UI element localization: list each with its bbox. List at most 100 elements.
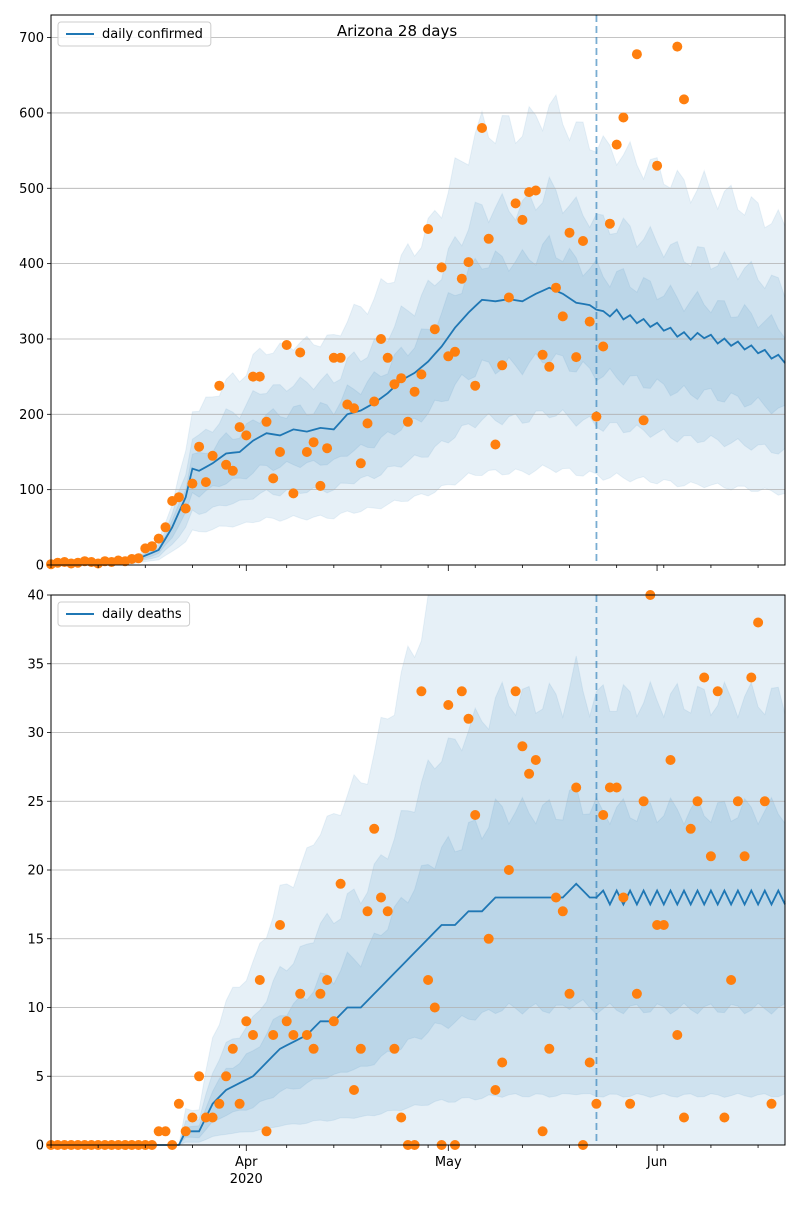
confirmed-observed-point (470, 380, 481, 391)
deaths-observed-point (322, 975, 333, 985)
deaths-observed-point (692, 796, 703, 807)
confirmed-observed-point (557, 311, 568, 322)
deaths-observed-point (173, 1098, 184, 1109)
confirmed-observed-point (153, 533, 164, 544)
deaths-observed-point (503, 865, 514, 875)
x-tick-sublabel: 2020 (230, 1172, 263, 1187)
deaths-observed-point (234, 1098, 245, 1109)
deaths-observed-point (658, 920, 669, 930)
confirmed-observed-point (456, 273, 467, 284)
confirmed-observed-point (396, 373, 407, 384)
deaths-observed-point (726, 975, 737, 985)
confirmed-observed-point (173, 492, 184, 503)
confirmed-observed-point (389, 379, 400, 390)
deaths-observed-point (672, 1030, 683, 1040)
deaths-observed-point (611, 782, 622, 793)
confirmed-observed-point (221, 459, 232, 470)
confirmed-observed-point (234, 422, 245, 433)
deaths-y-tick-label: 20 (27, 864, 44, 879)
x-tick-label: Jun (646, 1155, 667, 1170)
deaths-observed-point (349, 1085, 359, 1095)
confirmed-observed-point (227, 465, 238, 476)
deaths-observed-point (719, 1112, 730, 1123)
deaths-y-ticks: 0 5 10 15 20 25 30 35 40 (27, 589, 51, 1154)
deaths-observed-point (281, 1016, 292, 1027)
deaths-observed-point (759, 796, 770, 807)
confirmed-observed-point (335, 352, 346, 363)
deaths-observed-point (456, 686, 467, 697)
deaths-observed-point (665, 755, 676, 765)
deaths-observed-point (739, 851, 750, 862)
deaths-observed-point (254, 975, 265, 985)
confirmed-observed-point (416, 369, 427, 380)
deaths-observed-point (584, 1057, 595, 1068)
deaths-y-tick-label: 25 (27, 795, 44, 810)
confirmed-observed-point (530, 185, 541, 196)
deaths-observed-point (712, 686, 723, 697)
confirmed-observed-point (382, 352, 393, 363)
confirmed-observed-point (322, 443, 333, 454)
deaths-y-tick-label: 35 (27, 657, 44, 672)
deaths-observed-point (685, 823, 696, 834)
confirmed-observed-point (369, 396, 380, 407)
deaths-observed-point (261, 1126, 272, 1137)
deaths-observed-point (180, 1126, 191, 1137)
deaths-observed-point (248, 1030, 258, 1040)
confirmed-y-ticks: 0 100 200 300 400 500 600 700 (19, 31, 51, 574)
confirmed-observed-point (618, 112, 629, 123)
deaths-observed-point (591, 1098, 602, 1109)
confirmed-legend-label: daily confirmed (102, 27, 203, 42)
confirmed-observed-point (200, 477, 211, 488)
deaths-observed-point (194, 1071, 205, 1082)
confirmed-observed-point (409, 386, 420, 397)
confirmed-x-ticks (50, 565, 759, 571)
deaths-observed-point (362, 906, 373, 917)
deaths-observed-point (766, 1098, 777, 1109)
deaths-observed-point (423, 975, 434, 985)
confirmed-observed-point (349, 403, 359, 414)
confirmed-y-tick-label: 0 (36, 559, 44, 574)
x-tick-label: Apr (235, 1155, 258, 1170)
confirmed-observed-point (564, 227, 575, 238)
confirmed-observed-point (571, 352, 582, 363)
confirmed-observed-point (308, 437, 319, 448)
confirmed-observed-point (598, 341, 609, 352)
deaths-observed-point (315, 988, 326, 999)
deaths-observed-point (524, 768, 535, 779)
deaths-y-tick-label: 5 (36, 1070, 44, 1085)
deaths-x-ticks: Apr 2020 May Jun (50, 1145, 759, 1187)
deaths-observed-point (396, 1112, 407, 1123)
confirmed-observed-point (187, 478, 198, 489)
deaths-observed-point (275, 920, 285, 930)
deaths-observed-point (463, 713, 474, 724)
confirmed-y-tick-label: 300 (19, 332, 44, 347)
confirmed-observed-point (376, 334, 386, 344)
confirmed-observed-point (537, 349, 548, 360)
confirmed-legend: daily confirmed (57, 21, 212, 47)
deaths-observed-point (470, 810, 481, 820)
confirmed-y-tick-label: 500 (19, 182, 44, 197)
deaths-observed-point (443, 700, 454, 710)
confirmed-observed-point (631, 49, 642, 60)
confirmed-observed-point (402, 416, 413, 427)
deaths-observed-point (328, 1016, 339, 1027)
confirmed-observed-point (254, 371, 265, 382)
deaths-observed-point (598, 810, 609, 820)
confirmed-observed-point (578, 236, 588, 246)
deaths-observed-point (625, 1098, 636, 1109)
deaths-observed-point (497, 1057, 508, 1068)
deaths-observed-point (207, 1112, 218, 1123)
confirmed-y-tick-label: 100 (19, 483, 44, 498)
deaths-observed-point (429, 1002, 440, 1013)
confirmed-y-tick-label: 600 (19, 106, 44, 121)
confirmed-observed-point (160, 522, 171, 533)
deaths-observed-point (638, 796, 649, 807)
deaths-observed-point (214, 1098, 225, 1109)
confirmed-observed-point (362, 418, 373, 429)
deaths-observed-point (510, 686, 521, 697)
deaths-legend: daily deaths (57, 601, 191, 627)
deaths-observed-point (631, 988, 642, 999)
deaths-observed-point (369, 823, 380, 834)
confirmed-observed-point (214, 380, 225, 391)
